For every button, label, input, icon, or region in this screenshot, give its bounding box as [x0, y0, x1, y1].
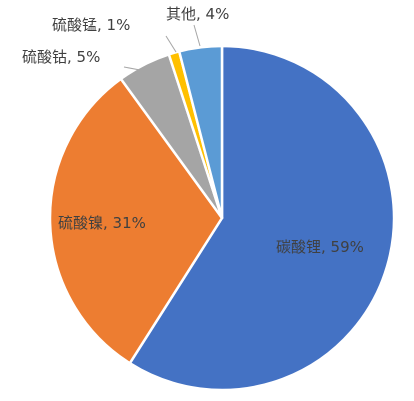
slice-label-1: 碳酸锂, 59% — [276, 238, 364, 256]
slice-labels: 碳酸锂, 59% 硫酸镍, 31% 硫酸钴, 5% 硫酸锰, 1% 其他, 4% — [22, 5, 364, 256]
pie-slice-2 — [48, 77, 224, 365]
pie-slice-5 — [177, 44, 224, 220]
slice-label-5: 其他, 4% — [166, 5, 229, 23]
leader-line-3 — [123, 66, 141, 71]
slice-label-3: 硫酸钴, 5% — [22, 48, 100, 66]
leader-line-5 — [193, 24, 201, 47]
pie-slice-1 — [128, 44, 396, 392]
leader-line-4 — [165, 35, 177, 53]
pie-slices — [48, 44, 396, 392]
label-leader-lines — [123, 24, 201, 71]
slice-label-4: 硫酸锰, 1% — [52, 16, 130, 34]
slice-label-2: 硫酸镍, 31% — [58, 214, 146, 232]
